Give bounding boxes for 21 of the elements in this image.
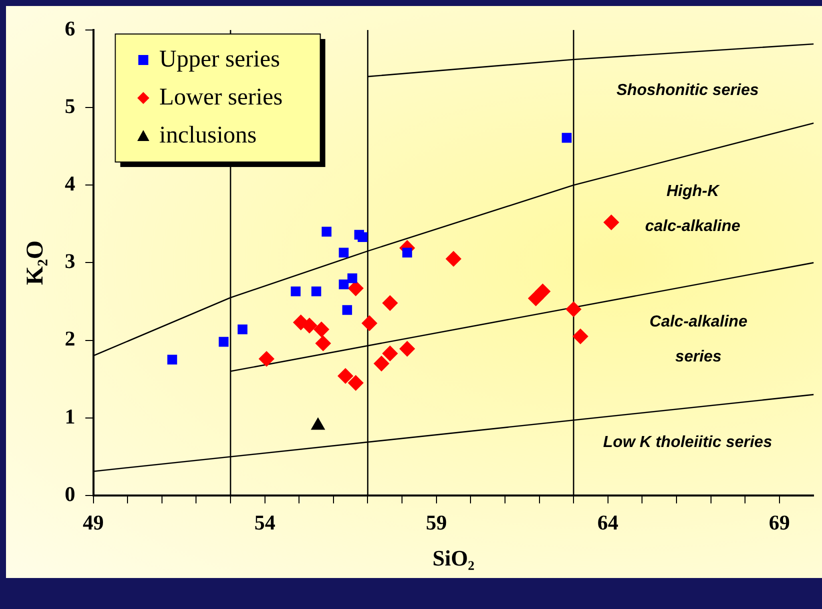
x-tick-label: 54 <box>254 510 276 534</box>
legend-label: inclusions <box>159 122 257 148</box>
x-tick-label: 64 <box>597 510 619 534</box>
x-tick-label: 59 <box>426 510 447 534</box>
x-axis-title: SiO₂ <box>432 545 475 570</box>
annotation: Shoshonitic series <box>616 82 759 99</box>
y-tick-label: 4 <box>64 172 76 196</box>
annotation: High-K calc-alkaline <box>645 183 740 236</box>
y-tick-label: 2 <box>64 326 76 351</box>
x-tick-label: 69 <box>768 510 790 534</box>
legend-label: Lower series <box>159 84 283 110</box>
y-tick-label: 1 <box>64 404 76 428</box>
y-tick-label: 5 <box>64 94 76 118</box>
y-tick-label: 0 <box>64 482 76 506</box>
annotation: Calc-alkaline series <box>650 313 748 366</box>
y-axis-title: K₂O <box>22 240 49 285</box>
x-tick-label: 49 <box>82 510 104 534</box>
annotation: Low K tholeiitic series <box>603 434 772 452</box>
y-tick-label: 6 <box>64 16 76 40</box>
y-tick-label: 3 <box>64 249 76 274</box>
legend-label: Upper series <box>159 46 280 72</box>
